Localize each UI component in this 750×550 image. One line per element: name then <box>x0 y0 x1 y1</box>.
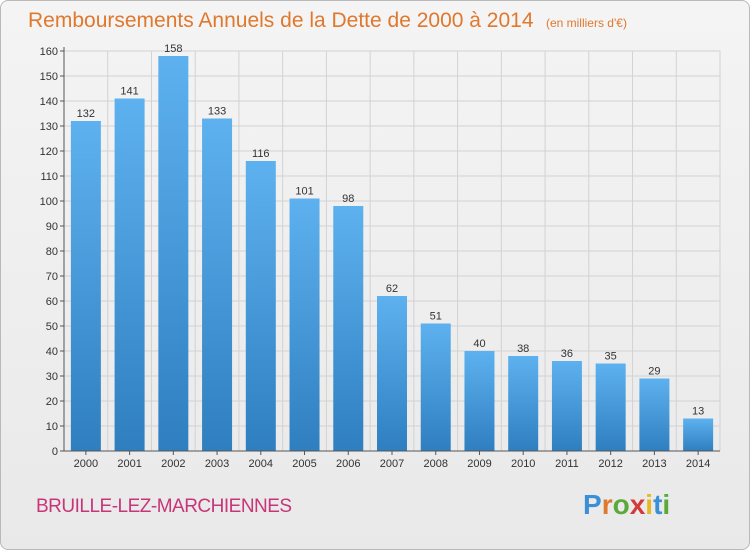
y-tick-label: 10 <box>46 421 58 433</box>
bars: 132 141 158 133 116 101 98 62 51 40 38 36 35 29 13 <box>70 43 714 451</box>
bar-value-label: 13 <box>692 406 704 418</box>
x-tick-label: 2005 <box>292 458 316 470</box>
bar-value-label: 101 <box>295 186 313 198</box>
proxiti-logo[interactable]: Proxiti <box>583 489 670 521</box>
bar <box>551 361 582 451</box>
x-tick-label: 2013 <box>642 458 666 470</box>
axes: 0 10 20 30 40 50 60 70 80 90 100 110 120 130 140 150 160… <box>40 46 720 470</box>
logo-letter: i <box>662 489 671 520</box>
bar <box>245 161 276 451</box>
bar <box>158 56 189 451</box>
bar-value-label: 62 <box>386 283 398 295</box>
y-tick-label: 120 <box>40 146 58 158</box>
x-tick-label: 2000 <box>74 458 98 470</box>
x-tick-label: 2014 <box>686 458 710 470</box>
bar <box>114 98 145 451</box>
y-tick-label: 130 <box>40 121 58 133</box>
y-tick-label: 100 <box>40 196 58 208</box>
x-tick-label: 2004 <box>249 458 273 470</box>
bar <box>202 118 233 451</box>
y-tick-label: 0 <box>52 446 58 458</box>
bar-value-label: 51 <box>430 311 442 323</box>
x-tick-label: 2010 <box>511 458 535 470</box>
x-tick-label: 2007 <box>380 458 404 470</box>
x-tick-label: 2012 <box>598 458 622 470</box>
x-tick-label: 2006 <box>336 458 360 470</box>
logo-letter: x <box>629 489 646 520</box>
bar-value-label: 158 <box>164 43 182 55</box>
y-tick-label: 50 <box>46 321 58 333</box>
x-tick-label: 2002 <box>161 458 185 470</box>
logo-letter: t <box>653 489 663 520</box>
y-tick-label: 60 <box>46 296 58 308</box>
logo-letter: P <box>583 489 602 520</box>
chart-title-row: Remboursements Annuels de la Dette de 20… <box>28 9 627 33</box>
chart-title: Remboursements Annuels de la Dette de 20… <box>28 9 534 32</box>
bar-value-label: 133 <box>208 106 226 118</box>
bar-value-label: 36 <box>561 348 573 360</box>
bar-value-label: 29 <box>648 366 660 378</box>
bar-value-label: 98 <box>342 193 354 205</box>
bar-value-label: 132 <box>77 108 95 120</box>
y-tick-label: 160 <box>40 46 58 58</box>
y-tick-label: 150 <box>40 71 58 83</box>
y-tick-label: 110 <box>40 171 58 183</box>
bar-value-label: 116 <box>252 148 270 160</box>
chart-subtitle: (en milliers d'€) <box>545 16 627 30</box>
bar <box>595 363 626 451</box>
x-tick-label: 2003 <box>205 458 229 470</box>
bar <box>420 323 451 451</box>
bar <box>289 198 320 451</box>
bar-value-label: 35 <box>605 351 617 363</box>
bar <box>508 356 539 451</box>
bar-value-label: 141 <box>120 86 138 98</box>
x-tick-label: 2011 <box>555 458 579 470</box>
y-tick-label: 80 <box>46 246 58 258</box>
y-tick-label: 20 <box>46 396 58 408</box>
town-name: BRUILLE-LEZ-MARCHIENNES <box>36 496 292 517</box>
y-tick-label: 140 <box>40 96 58 108</box>
x-tick-label: 2001 <box>117 458 141 470</box>
bar <box>464 351 495 451</box>
x-tick-label: 2009 <box>467 458 491 470</box>
y-tick-label: 90 <box>46 221 58 233</box>
bar <box>639 378 670 451</box>
bar <box>683 418 714 451</box>
logo-letter: r <box>601 489 613 520</box>
bar-value-label: 38 <box>517 343 529 355</box>
y-tick-label: 40 <box>46 346 58 358</box>
bar <box>333 206 364 451</box>
bar-value-label: 40 <box>473 338 485 350</box>
bar <box>377 296 407 451</box>
bar <box>70 121 101 451</box>
logo-letter: i <box>645 489 654 520</box>
x-tick-label: 2008 <box>423 458 447 470</box>
logo-letter: o <box>612 489 630 520</box>
y-tick-label: 70 <box>46 271 58 283</box>
y-tick-label: 30 <box>46 371 58 383</box>
